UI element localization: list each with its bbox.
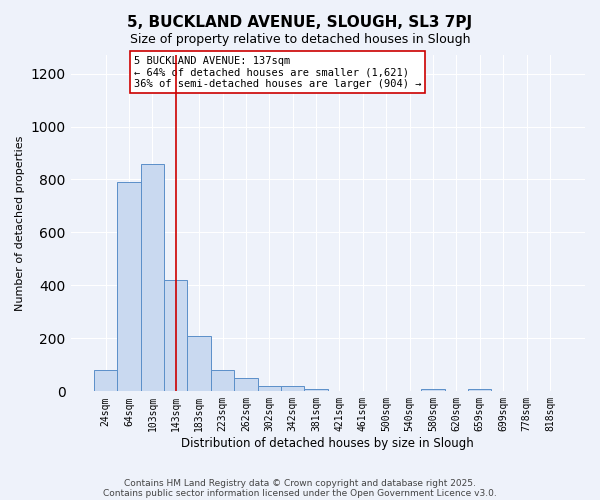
Text: Size of property relative to detached houses in Slough: Size of property relative to detached ho… [130, 32, 470, 46]
Bar [234, 378, 257, 392]
Bar [468, 388, 491, 392]
Bar [211, 370, 234, 392]
Text: 5, BUCKLAND AVENUE, SLOUGH, SL3 7PJ: 5, BUCKLAND AVENUE, SLOUGH, SL3 7PJ [127, 15, 473, 30]
Text: 5 BUCKLAND AVENUE: 137sqm
← 64% of detached houses are smaller (1,621)
36% of se: 5 BUCKLAND AVENUE: 137sqm ← 64% of detac… [134, 56, 421, 89]
Bar [304, 388, 328, 392]
Bar [421, 388, 445, 392]
Bar [164, 280, 187, 392]
Y-axis label: Number of detached properties: Number of detached properties [15, 136, 25, 311]
X-axis label: Distribution of detached houses by size in Slough: Distribution of detached houses by size … [181, 437, 474, 450]
Text: Contains HM Land Registry data © Crown copyright and database right 2025.: Contains HM Land Registry data © Crown c… [124, 478, 476, 488]
Bar [94, 370, 118, 392]
Text: Contains public sector information licensed under the Open Government Licence v3: Contains public sector information licen… [103, 488, 497, 498]
Bar [257, 386, 281, 392]
Bar [118, 182, 140, 392]
Bar [187, 336, 211, 392]
Bar [281, 386, 304, 392]
Bar [140, 164, 164, 392]
